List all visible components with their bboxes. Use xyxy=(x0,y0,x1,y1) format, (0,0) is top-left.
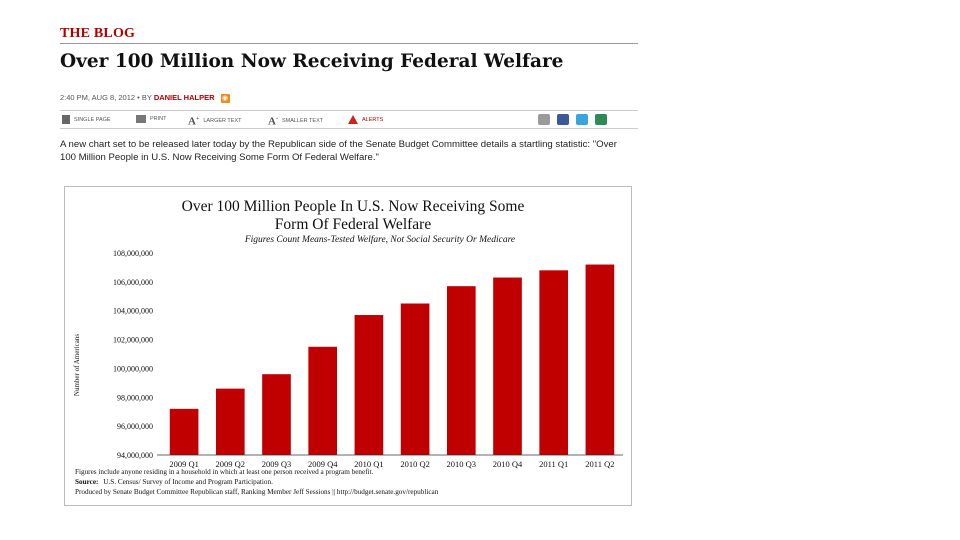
smaller-text-button[interactable]: A- SMALLER TEXT xyxy=(268,115,323,127)
chart-title-line2: Form Of Federal Welfare xyxy=(275,216,432,233)
smaller-text-label: SMALLER TEXT xyxy=(281,117,324,124)
bar xyxy=(493,277,522,455)
bar xyxy=(400,303,430,455)
source-label: Source: xyxy=(75,478,98,486)
text-smaller-icon: A- xyxy=(268,115,278,128)
document-icon xyxy=(62,115,70,124)
x-tick-label: 2010 Q1 xyxy=(354,459,384,469)
toolbar-top-divider xyxy=(60,110,638,111)
y-tick-label: 94,000,000 xyxy=(117,451,153,460)
y-tick-label: 108,000,000 xyxy=(113,249,153,258)
x-tick-label: 2010 Q4 xyxy=(493,459,523,469)
bar xyxy=(262,374,291,455)
y-tick-label: 96,000,000 xyxy=(117,422,153,431)
y-tick-label: 106,000,000 xyxy=(113,278,153,287)
y-tick-label: 102,000,000 xyxy=(113,336,153,345)
x-tick-label: 2009 Q1 xyxy=(169,459,199,469)
facebook-icon[interactable] xyxy=(557,114,569,125)
bar xyxy=(539,270,569,455)
y-axis-label: Number of Americans xyxy=(73,334,81,396)
bar xyxy=(169,408,199,455)
byline-date: 2:40 PM, AUG 8, 2012 • BY xyxy=(60,93,152,102)
x-tick-label: 2011 Q2 xyxy=(585,459,614,469)
y-tick-label: 100,000,000 xyxy=(113,364,153,373)
article-headline: Over 100 Million Now Receiving Federal W… xyxy=(60,51,564,72)
bar xyxy=(308,346,338,455)
article-lede: A new chart set to be released later tod… xyxy=(60,139,617,163)
chart-subtitle: Figures Count Means-Tested Welfare, Not … xyxy=(244,234,515,245)
larger-text-button[interactable]: A+ LARGER TEXT xyxy=(188,115,241,127)
x-tick-label: 2009 Q2 xyxy=(216,459,246,469)
x-tick-label: 2010 Q2 xyxy=(400,459,430,469)
single-page-label: SINGLE PAGE xyxy=(74,116,111,123)
x-tick-label: 2011 Q1 xyxy=(539,459,568,469)
bar-chart: Over 100 Million People In U.S. Now Rece… xyxy=(73,198,623,496)
x-tick-label: 2009 Q4 xyxy=(308,459,338,469)
email-icon[interactable] xyxy=(538,114,550,125)
text-larger-icon: A+ xyxy=(188,115,200,128)
bar xyxy=(354,315,384,455)
larger-text-label: LARGER TEXT xyxy=(203,117,242,124)
alerts-label: ALERTS xyxy=(362,116,384,123)
article-toolbar: SINGLE PAGE PRINT A+ LARGER TEXT A- SMAL… xyxy=(60,112,638,128)
share-icon[interactable] xyxy=(595,114,607,125)
article-byline: 2:40 PM, AUG 8, 2012 • BY DANIEL HALPER … xyxy=(60,93,230,103)
alerts-button[interactable]: ALERTS xyxy=(348,115,383,124)
single-page-button[interactable]: SINGLE PAGE xyxy=(62,115,111,124)
printer-icon xyxy=(136,115,146,123)
byline-author-link[interactable]: DANIEL HALPER xyxy=(153,93,215,102)
print-button[interactable]: PRINT xyxy=(136,115,167,123)
x-tick-label: 2009 Q3 xyxy=(262,459,292,469)
produced-by: Produced by Senate Budget Committee Repu… xyxy=(75,488,439,496)
x-tick-label: 2010 Q3 xyxy=(447,459,477,469)
blog-article: THE BLOG Over 100 Million Now Receiving … xyxy=(56,24,640,514)
bar xyxy=(585,264,615,455)
footnote: Figures include anyone residing in a hou… xyxy=(75,468,374,476)
y-tick-label: 98,000,000 xyxy=(117,393,153,402)
rss-icon[interactable]: ◉ xyxy=(220,93,230,103)
chart-title-line1: Over 100 Million People In U.S. Now Rece… xyxy=(182,198,525,215)
alert-icon xyxy=(348,115,358,124)
twitter-icon[interactable] xyxy=(576,114,588,125)
header-divider xyxy=(60,43,638,44)
bar xyxy=(215,388,245,455)
y-tick-label: 104,000,000 xyxy=(113,307,153,316)
toolbar-bottom-divider xyxy=(60,128,638,129)
source-text: U.S. Census/ Survey of Income and Progra… xyxy=(103,478,273,486)
print-label: PRINT xyxy=(150,116,167,122)
bar xyxy=(446,286,476,455)
source-line: Source: U.S. Census/ Survey of Income an… xyxy=(75,478,273,486)
blog-section-tag[interactable]: THE BLOG xyxy=(60,26,136,41)
chart-image: Over 100 Million People In U.S. Now Rece… xyxy=(64,186,632,506)
